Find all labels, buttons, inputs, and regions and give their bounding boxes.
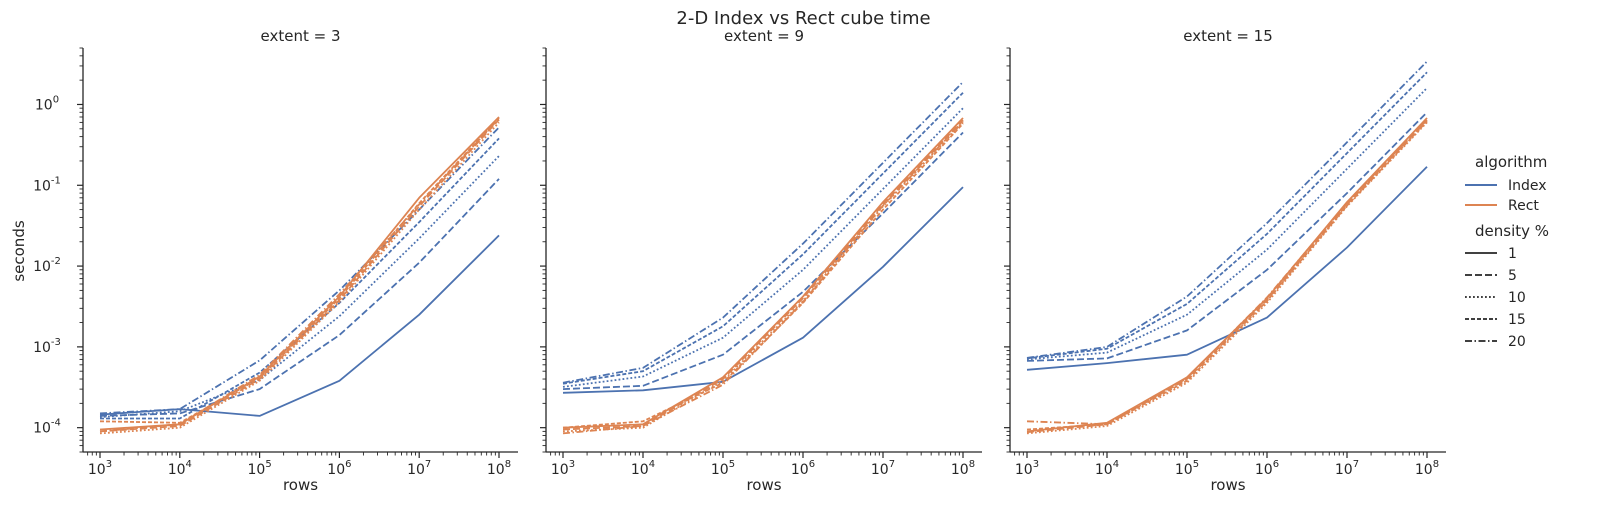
x-axis-label: rows — [283, 476, 318, 494]
series-line-rect-density-5 — [99, 118, 500, 433]
series-line-rect-density-10 — [562, 121, 964, 433]
y-tick-label: 10-3 — [33, 337, 61, 356]
series-line-rect-density-1 — [1026, 117, 1428, 433]
x-tick-label: 106 — [791, 459, 815, 478]
legend-label: 10 — [1508, 290, 1526, 306]
series-line-index-density-1 — [562, 186, 964, 394]
panel-title: extent = 9 — [724, 27, 804, 45]
x-tick-label: 105 — [711, 459, 735, 478]
panel-title: extent = 15 — [1183, 27, 1273, 45]
x-tick-label: 108 — [1415, 459, 1439, 478]
series-line-rect-density-20 — [1026, 118, 1428, 426]
series-line-index-density-20 — [562, 81, 964, 384]
series-line-rect-density-15 — [562, 122, 964, 429]
series-line-rect-density-10 — [99, 121, 500, 435]
legend-style-title: density % — [1475, 222, 1549, 240]
legend-label: 1 — [1508, 246, 1517, 262]
x-axis-label: rows — [1210, 476, 1245, 494]
series-line-rect-density-15 — [1026, 120, 1428, 431]
series-line-rect-density-15 — [99, 117, 500, 424]
series-line-index-density-20 — [99, 126, 500, 415]
series-line-rect-density-1 — [562, 117, 964, 429]
series-line-rect-density-5 — [1026, 119, 1428, 434]
series-line-index-density-5 — [99, 178, 500, 417]
series-line-index-density-1 — [99, 234, 500, 417]
x-tick-label: 104 — [1095, 459, 1119, 478]
figure-title: 2-D Index vs Rect cube time — [676, 8, 930, 29]
series-line-rect-density-20 — [99, 117, 500, 433]
legend-label: 20 — [1508, 334, 1526, 350]
y-tick-label: 10-1 — [33, 175, 61, 194]
panel-title: extent = 3 — [261, 27, 341, 45]
y-tick-label: 10-2 — [33, 256, 61, 275]
series-line-index-density-5 — [562, 131, 964, 390]
series-line-index-density-20 — [1026, 60, 1428, 359]
x-axis-label: rows — [746, 476, 781, 494]
x-tick-label: 104 — [168, 459, 192, 478]
legend-label: Rect — [1508, 198, 1539, 214]
x-tick-label: 107 — [407, 459, 431, 478]
legend-label: 5 — [1508, 268, 1517, 284]
x-tick-label: 106 — [1255, 459, 1279, 478]
series-line-index-density-5 — [1026, 111, 1428, 362]
x-tick-label: 108 — [951, 459, 975, 478]
series-line-index-density-15 — [1026, 71, 1428, 360]
series-line-index-density-10 — [99, 155, 500, 418]
x-tick-label: 107 — [1335, 459, 1359, 478]
series-line-index-density-10 — [1026, 87, 1428, 361]
y-tick-label: 10-4 — [33, 418, 61, 437]
facet-panel-3: extent = 15 103 104 105 106 107 108 rows — [1004, 27, 1446, 494]
series-line-index-density-15 — [100, 137, 500, 420]
series-line-rect-density-10 — [1026, 121, 1428, 435]
legend-hue-title: algorithm — [1475, 153, 1547, 171]
legend-label: 15 — [1508, 312, 1526, 328]
x-tick-label: 107 — [871, 459, 895, 478]
x-tick-label: 106 — [327, 459, 351, 478]
x-tick-label: 103 — [551, 459, 575, 478]
series-line-rect-density-5 — [562, 119, 964, 431]
x-tick-label: 103 — [88, 459, 112, 478]
x-tick-label: 105 — [247, 459, 271, 478]
legend-label: Index — [1508, 178, 1547, 194]
facet-panel-2: extent = 9 103 104 105 106 107 108 rows — [540, 27, 982, 494]
facet-panels: extent = 3 103 104 105 106 107 108 10-4 10-3 10-2… — [33, 27, 1446, 494]
series-line-index-density-15 — [562, 92, 964, 385]
facet-panel-1: extent = 3 103 104 105 106 107 108 10-4 10-3 10-2… — [33, 27, 518, 494]
y-axis-label: seconds — [10, 220, 28, 281]
x-tick-label: 105 — [1175, 459, 1199, 478]
x-tick-label: 108 — [487, 459, 511, 478]
y-tick-label: 100 — [35, 94, 59, 113]
series-line-rect-density-1 — [99, 116, 500, 431]
series-line-index-density-1 — [1026, 166, 1428, 371]
x-tick-label: 103 — [1015, 459, 1039, 478]
x-tick-label: 104 — [631, 459, 655, 478]
